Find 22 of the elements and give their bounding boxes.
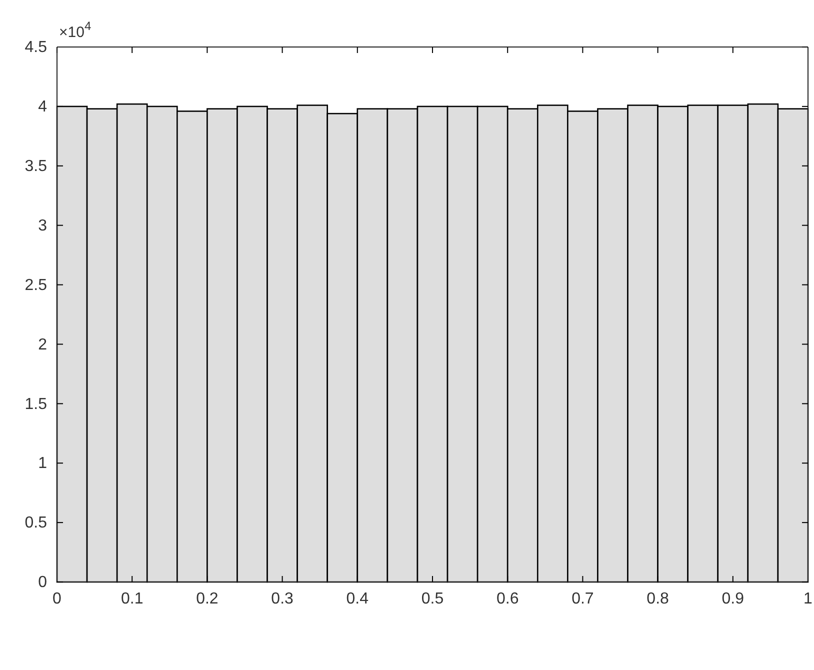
x-tick-label: 1 bbox=[804, 590, 813, 608]
x-tick-label: 0.9 bbox=[722, 590, 744, 608]
x-tick-label: 0.2 bbox=[196, 590, 218, 608]
y-tick-label: 0.5 bbox=[24, 514, 48, 532]
x-tick-label: 0.8 bbox=[646, 590, 670, 608]
x-tick-label: 0.6 bbox=[496, 590, 519, 608]
y-tick-label: 3 bbox=[38, 217, 48, 234]
text: ×10$^{4}$ bbox=[59, 19, 92, 41]
x-tick-label: 0.1 bbox=[120, 590, 144, 608]
x-tick-label: 0.5 bbox=[421, 590, 444, 608]
x-tick-label: 0.3 bbox=[271, 590, 294, 608]
x-tick-label: 0 bbox=[52, 590, 62, 608]
y-tick-label: 1 bbox=[38, 455, 48, 472]
x-tick-label: 0.7 bbox=[572, 590, 594, 608]
y-tick-label: 4 bbox=[38, 98, 48, 116]
y-tick-label: 2 bbox=[38, 336, 48, 354]
x-tick-label: 0.4 bbox=[346, 590, 369, 608]
y-tick-label: 0 bbox=[38, 574, 48, 592]
y-tick-label: 3.5 bbox=[24, 158, 48, 176]
y-tick-label: 2.5 bbox=[24, 276, 48, 294]
y-tick-label: 4.5 bbox=[24, 39, 48, 56]
y-tick-label: 1.5 bbox=[24, 396, 48, 413]
